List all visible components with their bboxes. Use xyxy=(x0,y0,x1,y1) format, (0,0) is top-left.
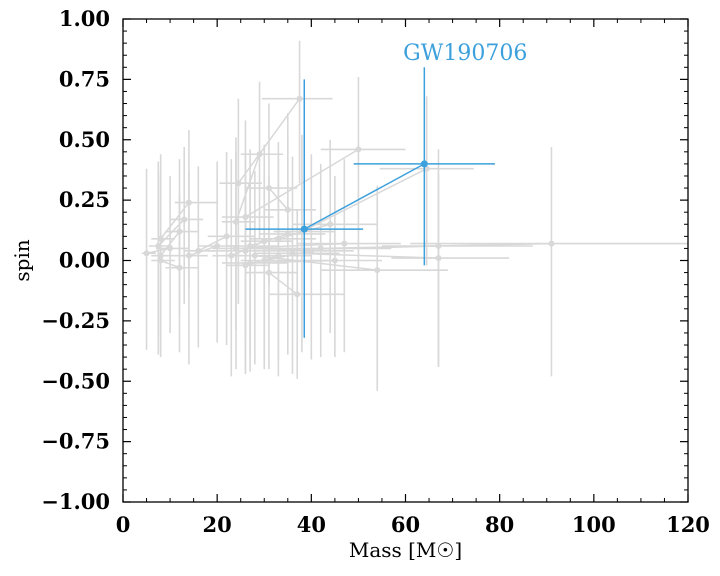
background-event-point xyxy=(242,262,249,269)
highlight-event-layer xyxy=(245,67,495,338)
background-event-point xyxy=(228,252,235,259)
background-connector xyxy=(160,259,180,269)
background-event-point xyxy=(548,240,555,247)
background-connector xyxy=(197,235,227,252)
background-event-point xyxy=(181,216,188,223)
background-event-point xyxy=(435,255,442,262)
background-event-point xyxy=(157,257,164,264)
background-event-point xyxy=(327,221,334,228)
y-tick-label: 1.00 xyxy=(59,6,110,31)
background-event-point xyxy=(296,95,303,102)
background-event-point xyxy=(355,146,362,153)
background-event-point xyxy=(256,151,263,158)
background-event-point xyxy=(341,240,348,247)
highlight-connector xyxy=(303,163,425,230)
y-tick-label: −0.75 xyxy=(41,429,110,454)
background-event-point xyxy=(308,247,315,254)
background-connector xyxy=(146,247,171,254)
y-tick-label: 0.50 xyxy=(59,127,110,152)
background-event-point xyxy=(261,257,268,264)
background-event-point xyxy=(331,257,338,264)
background-event-point xyxy=(235,180,242,187)
background-connector xyxy=(268,271,298,295)
plot-frame xyxy=(122,18,689,503)
background-connector xyxy=(235,242,345,250)
y-tick-label: 0.75 xyxy=(59,66,110,91)
background-event-point xyxy=(214,243,221,250)
y-tick-label: 0.25 xyxy=(59,187,110,212)
background-event-point xyxy=(374,267,381,274)
x-tick-label: 120 xyxy=(666,512,710,537)
x-tick-label: 20 xyxy=(203,512,232,537)
x-tick-label: 80 xyxy=(485,512,514,537)
background-events-layer xyxy=(141,40,688,391)
y-tick-label: −0.25 xyxy=(41,308,110,333)
annotation-label: GW190706 xyxy=(403,41,527,66)
x-axis-label: Mass [M☉] xyxy=(349,538,462,562)
x-tick-label: 60 xyxy=(391,512,420,537)
highlight-event-point xyxy=(300,225,308,233)
background-event-point xyxy=(167,245,174,252)
x-tick-label: 40 xyxy=(297,512,326,537)
background-event-point xyxy=(223,233,230,240)
y-tick-label: 0.00 xyxy=(59,248,110,273)
highlight-event-point xyxy=(420,160,428,168)
background-event-point xyxy=(247,243,254,250)
background-event-point xyxy=(195,247,202,254)
axis-ticks: 0 20 40 60 80 100 120 −1.00 −0.75 −0.50 −0.25 0.00 0… xyxy=(41,6,710,537)
x-tick-label: 0 xyxy=(116,512,131,537)
x-tick-label: 100 xyxy=(572,512,616,537)
y-axis-label: spin xyxy=(10,239,34,281)
background-event-point xyxy=(265,185,272,192)
y-tick-label: −1.00 xyxy=(41,489,110,514)
background-connector xyxy=(292,252,439,259)
background-event-point xyxy=(143,250,150,257)
background-event-point xyxy=(155,243,162,250)
background-event-point xyxy=(176,264,183,271)
background-connector xyxy=(249,233,289,247)
background-event-point xyxy=(233,218,239,225)
background-event-point xyxy=(294,291,301,298)
background-event-point xyxy=(185,252,192,259)
y-tick-label: −0.50 xyxy=(41,368,110,393)
background-connector xyxy=(301,168,428,233)
background-event-point xyxy=(275,235,282,242)
